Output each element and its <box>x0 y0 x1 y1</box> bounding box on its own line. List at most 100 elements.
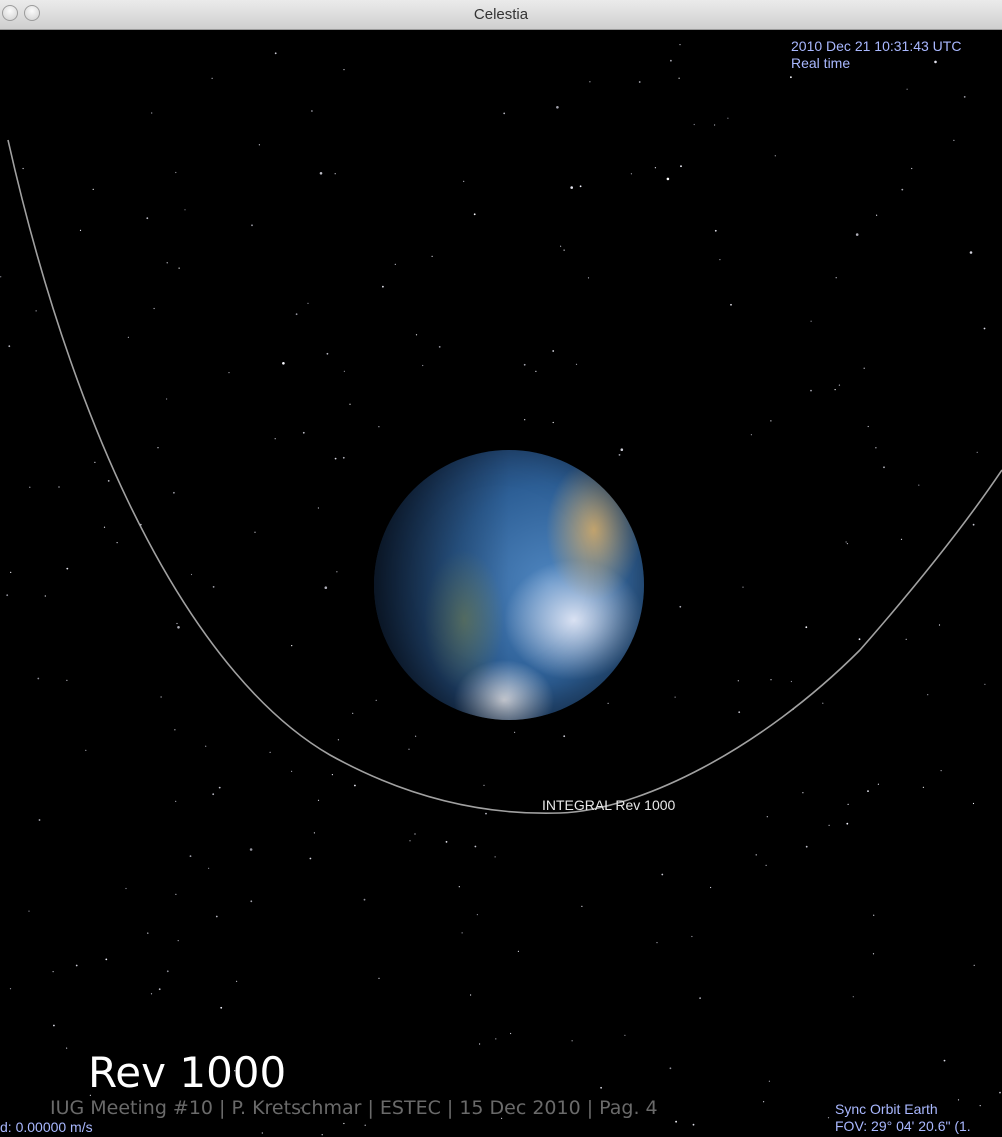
star <box>342 456 345 459</box>
star <box>765 864 767 867</box>
star <box>53 1024 55 1027</box>
star <box>693 123 695 126</box>
star <box>445 841 448 843</box>
star <box>261 1132 263 1134</box>
hud-sync-mode: Sync Orbit Earth <box>835 1101 938 1117</box>
starfield <box>0 44 1001 1136</box>
star <box>979 1105 981 1107</box>
star <box>810 320 812 322</box>
star <box>719 259 721 261</box>
star <box>503 112 506 115</box>
star <box>669 1067 672 1070</box>
star <box>295 313 298 316</box>
star <box>953 139 955 141</box>
star <box>334 173 336 175</box>
star <box>911 167 913 170</box>
star <box>234 1070 236 1072</box>
star <box>28 910 30 912</box>
star <box>127 336 129 338</box>
star <box>431 255 433 257</box>
star <box>972 802 975 805</box>
star <box>661 873 664 876</box>
star <box>378 977 380 979</box>
star <box>514 731 516 733</box>
star <box>75 964 78 967</box>
star <box>414 833 416 835</box>
star <box>845 541 847 543</box>
star <box>313 832 315 834</box>
star <box>675 1120 677 1123</box>
star <box>470 994 472 996</box>
star <box>770 420 772 422</box>
star <box>337 739 339 741</box>
star <box>331 774 333 776</box>
star <box>535 370 537 372</box>
star <box>146 217 149 220</box>
minimize-icon[interactable] <box>24 5 40 21</box>
star <box>463 180 465 182</box>
hud-speed-panel: d: 0.00000 m/s <box>0 1119 93 1136</box>
star <box>324 586 328 589</box>
hud-speed: d: 0.00000 m/s <box>0 1119 93 1135</box>
overlay-title: Rev 1000 <box>88 1048 287 1097</box>
star <box>560 245 562 247</box>
star <box>600 1086 602 1089</box>
star <box>692 1123 695 1126</box>
star <box>714 124 716 126</box>
star <box>215 915 218 918</box>
star <box>408 748 410 750</box>
star <box>680 165 682 168</box>
star <box>714 229 717 232</box>
star <box>300 1107 302 1109</box>
star <box>770 679 772 681</box>
star <box>317 507 319 509</box>
window-title: Celestia <box>473 6 529 23</box>
star <box>302 431 305 434</box>
star <box>589 81 591 83</box>
star <box>835 277 837 279</box>
earth-globe-icon[interactable] <box>374 450 644 720</box>
star <box>251 224 253 227</box>
star <box>150 993 153 995</box>
close-icon[interactable] <box>2 5 18 21</box>
star <box>160 696 162 698</box>
star <box>212 586 215 588</box>
star <box>900 538 903 540</box>
star <box>624 1034 626 1036</box>
star <box>10 571 12 574</box>
star <box>173 491 175 494</box>
star <box>524 419 526 421</box>
star <box>883 466 885 469</box>
star <box>922 786 925 788</box>
star <box>52 971 54 973</box>
star <box>189 855 192 857</box>
star <box>638 81 641 83</box>
star <box>174 729 176 731</box>
star <box>151 112 153 114</box>
star <box>458 886 460 888</box>
star <box>352 712 354 714</box>
celestia-3d-viewport[interactable]: INTEGRAL Rev 1000 2010 Dec 21 10:31:43 U… <box>0 30 1002 1137</box>
window-titlebar: Celestia <box>0 0 1002 30</box>
star <box>349 403 351 405</box>
star <box>828 824 830 826</box>
star <box>867 425 869 428</box>
star <box>963 96 966 98</box>
star <box>852 996 854 998</box>
star <box>415 735 417 737</box>
star <box>501 1117 503 1119</box>
star <box>274 52 277 55</box>
star <box>175 893 177 896</box>
star <box>190 573 193 576</box>
integral-orbit-label[interactable]: INTEGRAL Rev 1000 <box>542 797 676 813</box>
star <box>969 251 973 254</box>
star <box>166 970 169 973</box>
star <box>476 914 478 916</box>
star <box>570 186 573 189</box>
star <box>876 214 878 216</box>
star <box>321 1134 323 1136</box>
hud-time-rate: Real time <box>791 55 851 71</box>
star <box>249 848 253 851</box>
star <box>674 696 676 698</box>
star <box>485 812 487 815</box>
